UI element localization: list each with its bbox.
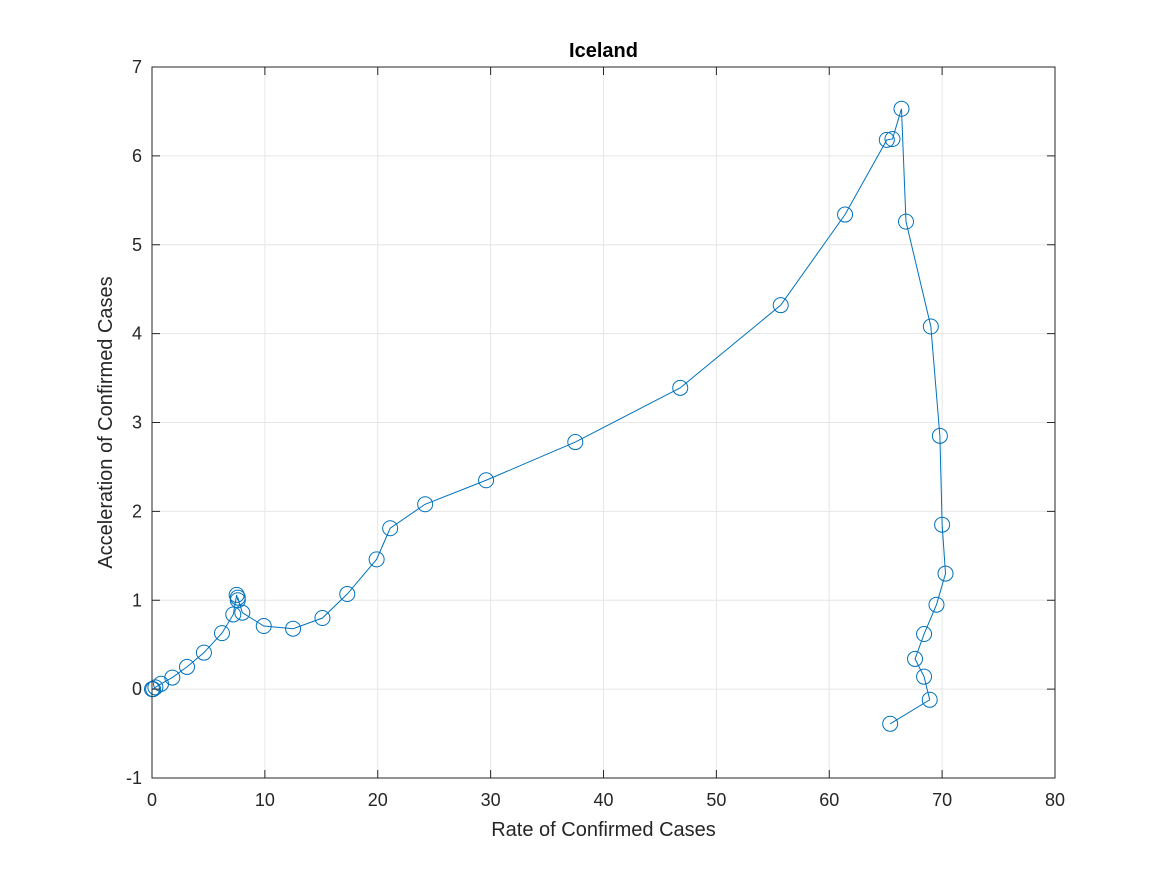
data-point-marker [178, 658, 195, 675]
y-tick-label: 2 [132, 501, 142, 521]
data-point-marker [882, 715, 899, 732]
x-tick-label: 50 [706, 790, 726, 810]
data-point-marker [922, 318, 939, 335]
data-point-marker [229, 589, 246, 606]
data-point-marker [382, 520, 399, 537]
y-tick-label: 6 [132, 146, 142, 166]
data-point-marker [928, 596, 945, 613]
x-axis-label: Rate of Confirmed Cases [491, 819, 716, 841]
data-point-marker [478, 472, 495, 489]
x-tick-label: 80 [1045, 790, 1065, 810]
data-point-marker [567, 434, 584, 451]
x-tick-label: 0 [147, 790, 157, 810]
data-point-marker [368, 551, 385, 568]
data-point-marker [417, 496, 434, 513]
x-tick-label: 40 [593, 790, 613, 810]
x-tick-label: 20 [368, 790, 388, 810]
data-point-marker [878, 131, 895, 148]
data-point-marker [893, 100, 910, 117]
chart-title: Iceland [569, 40, 638, 62]
data-point-marker [213, 625, 230, 642]
data-point-marker [314, 610, 331, 627]
data-point-marker [145, 681, 162, 698]
data-point-marker [772, 297, 789, 314]
data-point-marker [907, 650, 924, 667]
data-point-marker [898, 213, 915, 230]
data-point-marker [255, 618, 272, 635]
series-line [152, 108, 947, 725]
data-point-marker [931, 427, 948, 444]
y-axis-label: Acceleration of Confirmed Cases [95, 276, 117, 568]
x-tick-label: 10 [255, 790, 275, 810]
y-tick-label: 4 [132, 324, 142, 344]
data-point-marker [285, 620, 302, 637]
data-point-marker [147, 679, 164, 696]
x-tick-label: 60 [819, 790, 839, 810]
y-tick-label: 3 [132, 413, 142, 433]
data-point-marker [228, 586, 245, 603]
y-tick-label: 1 [132, 590, 142, 610]
data-point-marker [339, 586, 356, 603]
data-point-marker [234, 604, 251, 621]
data-point-marker [916, 668, 933, 685]
data-point-marker [837, 206, 854, 223]
data-point-marker [916, 626, 933, 643]
series-layer [144, 100, 954, 732]
y-tick-label: 5 [132, 235, 142, 255]
data-point-marker [672, 379, 689, 396]
data-point-marker [934, 516, 951, 533]
data-point-marker [884, 130, 901, 147]
data-point-marker [164, 669, 181, 686]
y-tick-label: 7 [132, 57, 142, 77]
y-tick-label: 0 [132, 679, 142, 699]
data-point-marker [921, 691, 938, 708]
x-tick-label: 70 [932, 790, 952, 810]
data-point-marker [195, 644, 212, 661]
grid [151, 66, 1056, 779]
x-tick-label: 30 [481, 790, 501, 810]
data-point-marker [225, 606, 242, 623]
y-tick-label: -1 [126, 768, 142, 788]
data-point-marker [937, 565, 954, 582]
